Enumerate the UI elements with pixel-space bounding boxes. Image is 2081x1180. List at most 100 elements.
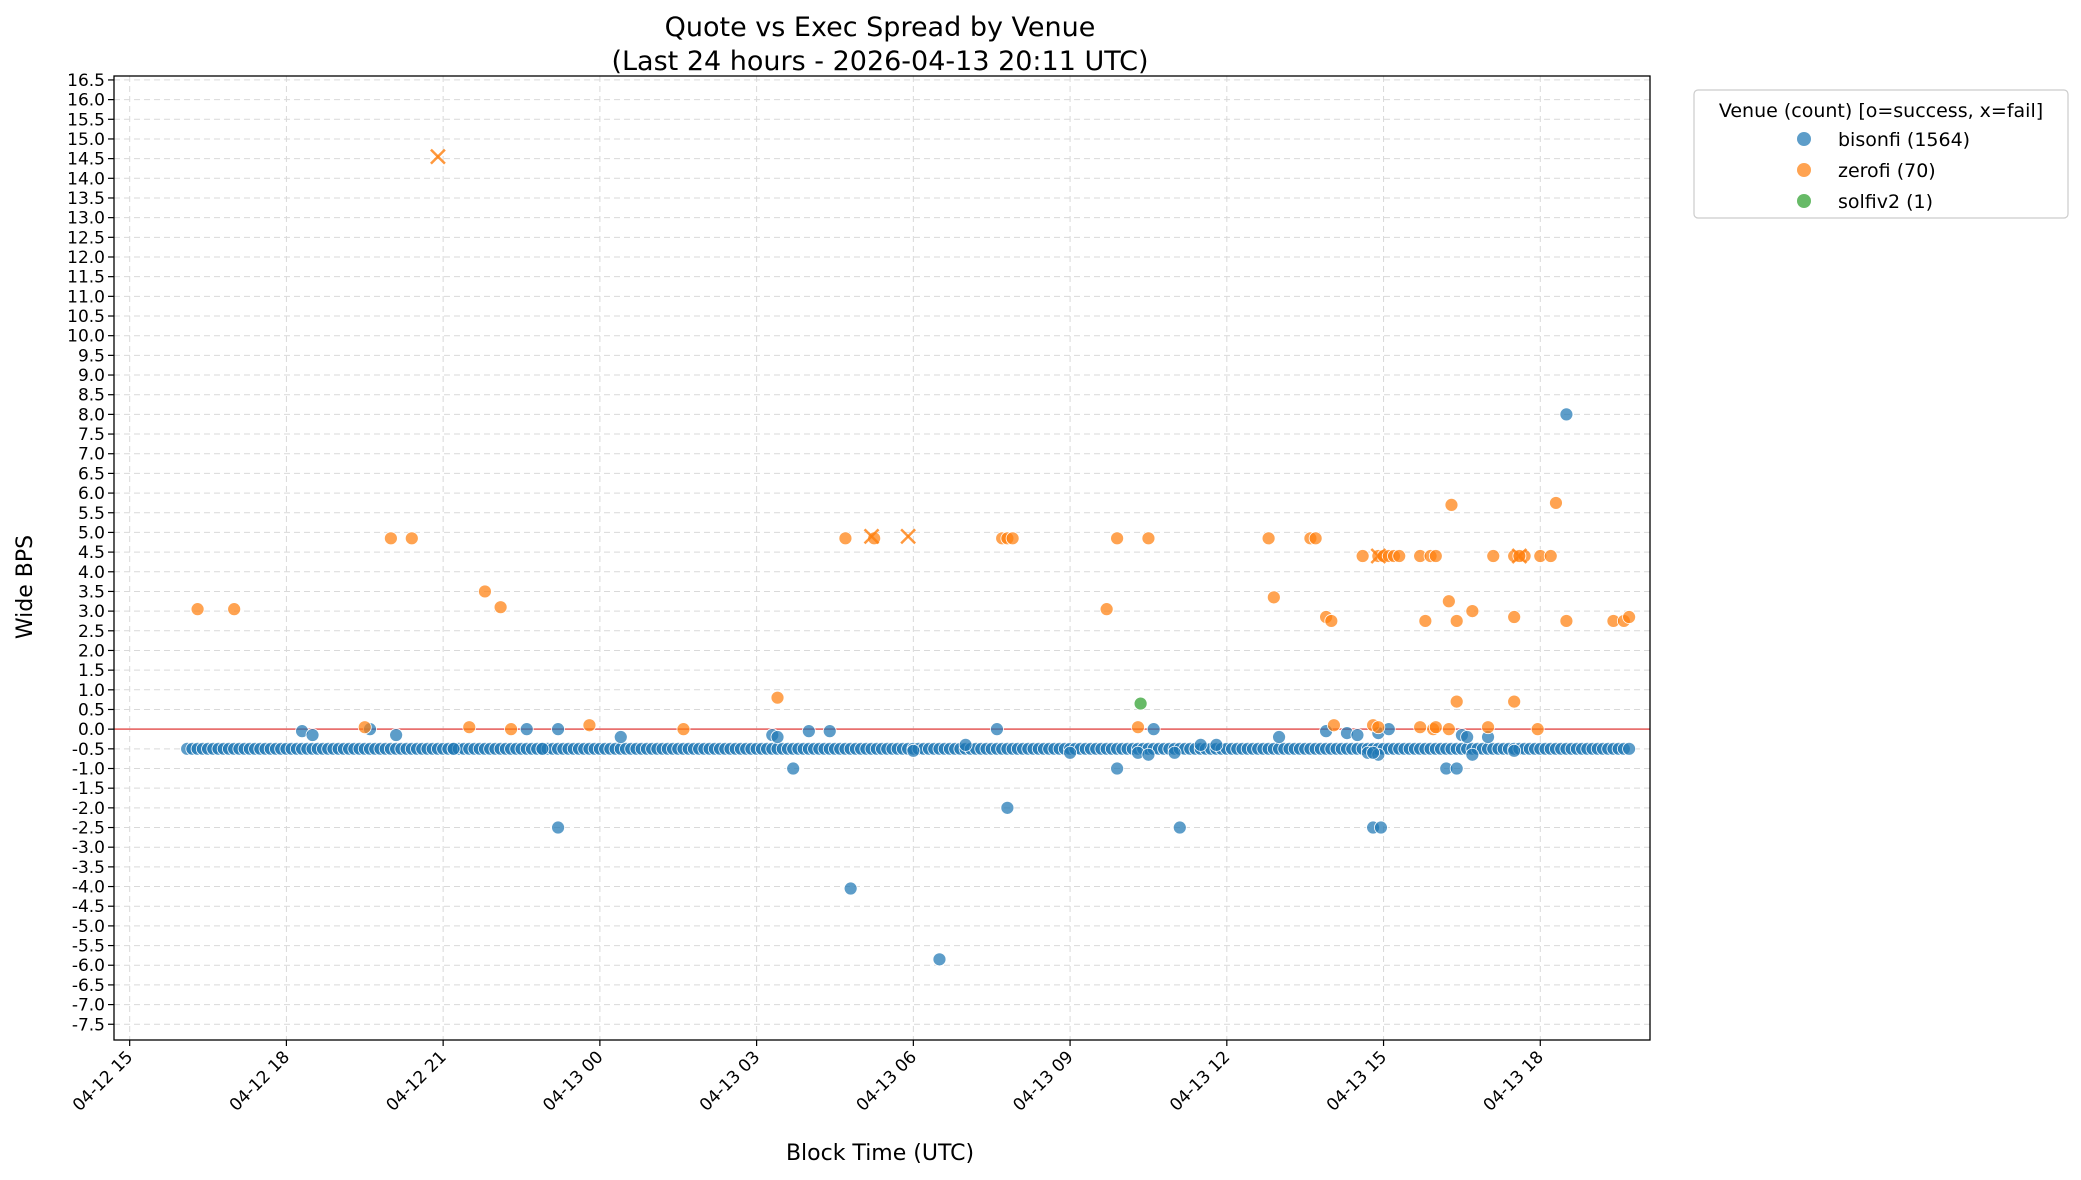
bisonfi-point <box>1350 728 1365 742</box>
bisonfi-point <box>786 761 801 776</box>
zerofi-point <box>190 602 205 617</box>
zerofi-point <box>462 720 477 735</box>
bisonfi-point <box>1272 730 1286 744</box>
zerofi-fail-point <box>900 528 917 545</box>
y-tick-label: 14.5 <box>67 150 105 170</box>
bisonfi-point <box>1465 747 1480 762</box>
zerofi-point <box>1530 722 1545 737</box>
x-axis: 04-12 15 04-12 18 04-12 21 04-13 00 04-13 03… <box>69 1040 1548 1116</box>
zerofi-point <box>1449 694 1464 709</box>
bisonfi-point <box>1507 743 1522 758</box>
y-tick-label: 6.5 <box>78 464 105 484</box>
x-tick-label: 04-13 00 <box>539 1047 607 1115</box>
x-tick-label: 04-12 21 <box>382 1047 450 1115</box>
y-tick-label: 13.5 <box>67 189 105 209</box>
bisonfi-point <box>446 741 461 756</box>
zerofi-point <box>1005 531 1020 546</box>
y-tick-label: 11.5 <box>67 268 105 288</box>
x-tick-label: 04-13 18 <box>1480 1047 1548 1115</box>
legend-title: Venue (count) [o=success, x=fail] <box>1719 100 2043 122</box>
zerofi-point <box>493 600 508 615</box>
zerofi-point <box>770 690 785 705</box>
x-tick-label: 04-13 03 <box>696 1047 764 1115</box>
zerofi-point <box>1444 497 1459 512</box>
zerofi-point <box>227 602 242 617</box>
y-tick-label: 10.0 <box>67 327 105 347</box>
zerofi-point <box>1308 531 1323 546</box>
zerofi-fail-point <box>430 148 446 165</box>
zerofi-fail-point <box>1511 548 1528 564</box>
bisonfi-point <box>305 728 320 742</box>
zerofi-point <box>383 531 398 546</box>
zerofi-point <box>1371 720 1386 735</box>
fail-marker-stroke <box>900 528 917 545</box>
y-tick-label: 2.5 <box>78 622 105 642</box>
y-tick-label: 5.0 <box>78 523 105 543</box>
zerofi-point <box>1507 694 1522 709</box>
y-tick-label: 8.5 <box>78 386 105 406</box>
x-tick-label: 04-13 06 <box>853 1047 921 1115</box>
bisonfi-point <box>389 728 404 742</box>
bisonfi-point <box>958 737 973 752</box>
bisonfi-point <box>1449 761 1464 776</box>
bisonfi-point <box>1000 800 1015 815</box>
zerofi-fail-point <box>863 528 880 545</box>
legend-entry-label: bisonfi (1564) <box>1838 129 1970 151</box>
y-tick-label: 1.5 <box>78 661 105 681</box>
fail-marker-stroke <box>863 528 880 545</box>
zerofi-point <box>1441 722 1456 737</box>
zerofi-point <box>1131 720 1145 735</box>
y-tick-label: -6.0 <box>72 956 105 976</box>
bisonfi-point <box>1193 737 1208 752</box>
bisonfi-point <box>843 881 858 896</box>
y-tick-label: 3.5 <box>78 582 105 602</box>
bisonfi-point <box>1146 722 1161 737</box>
y-tick-label: 4.0 <box>78 563 105 583</box>
zerofi-point <box>1465 604 1480 619</box>
bisonfi-point <box>1172 820 1187 835</box>
zerofi-point <box>1324 614 1339 628</box>
fail-marker-stroke <box>430 148 446 165</box>
zerofi-point <box>1392 549 1407 563</box>
zerofi-point <box>1428 549 1443 563</box>
x-tick-label: 04-12 18 <box>226 1047 294 1115</box>
zerofi-point <box>1261 531 1276 546</box>
zerofi-point <box>1266 590 1281 605</box>
bisonfi-point <box>551 722 565 737</box>
y-axis: 16.516.015.515.014.514.013.513.012.512.0… <box>67 71 114 1035</box>
x-tick-label: 04-13 15 <box>1323 1047 1391 1115</box>
legend: Venue (count) [o=success, x=fail] bisonf… <box>1693 89 2069 219</box>
zerofi-point <box>504 722 518 737</box>
y-tick-label: 10.5 <box>67 307 105 327</box>
bisonfi-point <box>1209 737 1224 752</box>
y-tick-label: 0.0 <box>78 720 105 740</box>
y-tick-label: -6.5 <box>72 976 105 996</box>
bisonfi-point <box>990 722 1004 737</box>
y-tick-label: 15.5 <box>67 110 105 130</box>
zerofi-point <box>478 584 492 599</box>
y-tick-label: -4.0 <box>72 878 105 898</box>
y-tick-label: -1.5 <box>72 779 105 799</box>
y-tick-label: -2.5 <box>72 819 105 839</box>
bisonfi-point <box>613 730 628 744</box>
zerofi-point <box>1441 594 1456 609</box>
bisonfi-point <box>932 952 947 967</box>
zerofi-point <box>1622 610 1637 624</box>
y-tick-label: -5.0 <box>72 917 105 937</box>
y-tick-label: 15.0 <box>67 130 105 150</box>
fail-marker-stroke <box>1511 548 1528 564</box>
y-tick-label: -7.0 <box>72 996 105 1016</box>
legend-frame <box>1693 89 2069 219</box>
zerofi-point <box>1099 602 1114 617</box>
zerofi-point <box>1543 549 1558 563</box>
zerofi-point <box>1486 549 1501 563</box>
y-tick-label: 11.0 <box>67 287 105 307</box>
y-tick-label: -7.5 <box>72 1015 105 1035</box>
bisonfi-point <box>1460 730 1475 744</box>
y-tick-label: 9.5 <box>78 346 105 366</box>
bisonfi-point <box>1141 747 1156 762</box>
y-tick-label: 16.5 <box>67 71 105 91</box>
zerofi-point <box>676 722 691 737</box>
zerofi-fail-point <box>1370 548 1387 564</box>
